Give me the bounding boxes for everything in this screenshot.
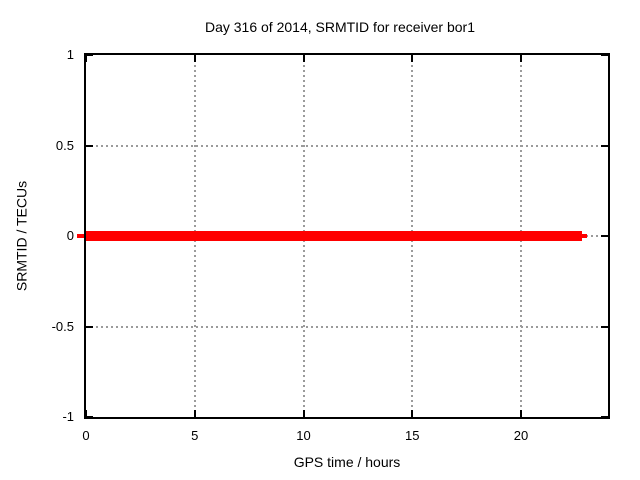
y-tick-label-1: 1 <box>66 47 74 62</box>
data-line-SRMTID <box>86 231 582 241</box>
y-tick-label-0: 0 <box>66 228 74 243</box>
y-tick-left-1 <box>86 54 93 56</box>
y-tick-left--1 <box>86 416 93 418</box>
x-tick-label-10: 10 <box>296 428 311 443</box>
x-tick-bottom-5 <box>193 410 196 417</box>
x-tick-bottom-20 <box>520 410 522 417</box>
x-tick-top-10 <box>302 55 305 62</box>
y-tick-label--0.5: -0.5 <box>51 318 74 334</box>
x-tick-bottom-15 <box>411 410 414 417</box>
y-tick-left--0.5 <box>86 325 93 328</box>
y-tick-right--0.5 <box>601 325 608 328</box>
chart-title: Day 316 of 2014, SRMTID for receiver bor… <box>204 19 475 35</box>
x-tick-top-0 <box>85 55 87 62</box>
gridline-y--0.5 <box>86 325 608 328</box>
x-tick-bottom-0 <box>85 410 87 417</box>
y-tick-right-1 <box>601 54 608 56</box>
data-line-start-stub <box>77 234 84 238</box>
y-tick-right--1 <box>601 416 608 418</box>
gridline-y-0.5 <box>86 144 608 147</box>
y-tick-right-0 <box>601 235 608 237</box>
x-tick-top-15 <box>411 55 414 62</box>
x-tick-top-20 <box>520 55 522 62</box>
x-tick-label-0: 0 <box>82 428 90 443</box>
x-tick-label-15: 15 <box>405 428 420 443</box>
x-tick-top-5 <box>193 55 196 62</box>
data-line-end-stub <box>581 234 587 238</box>
y-tick-label--1: -1 <box>62 409 74 424</box>
y-axis-label: SRMTID / TECUs <box>13 180 30 292</box>
y-tick-right-0.5 <box>601 144 608 147</box>
x-tick-label-5: 5 <box>191 428 199 443</box>
y-tick-left-0.5 <box>86 144 93 147</box>
x-tick-bottom-10 <box>302 410 305 417</box>
plot-area <box>77 53 610 419</box>
x-axis-label: GPS time / hours <box>293 454 401 470</box>
y-tick-label-0.5: 0.5 <box>55 137 74 153</box>
x-tick-label-20: 20 <box>513 428 529 443</box>
